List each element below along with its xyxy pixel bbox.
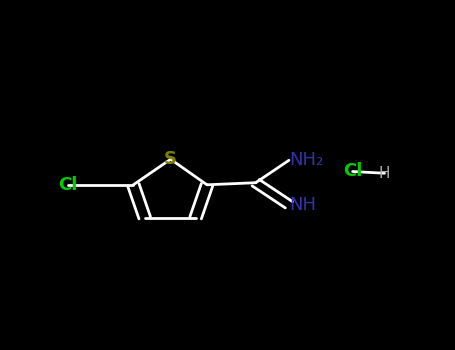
- Text: NH₂: NH₂: [289, 151, 323, 169]
- Text: Cl: Cl: [343, 162, 362, 181]
- Text: H: H: [379, 166, 390, 181]
- Text: Cl: Cl: [59, 176, 78, 194]
- Text: NH: NH: [289, 196, 316, 214]
- Text: S: S: [164, 150, 177, 168]
